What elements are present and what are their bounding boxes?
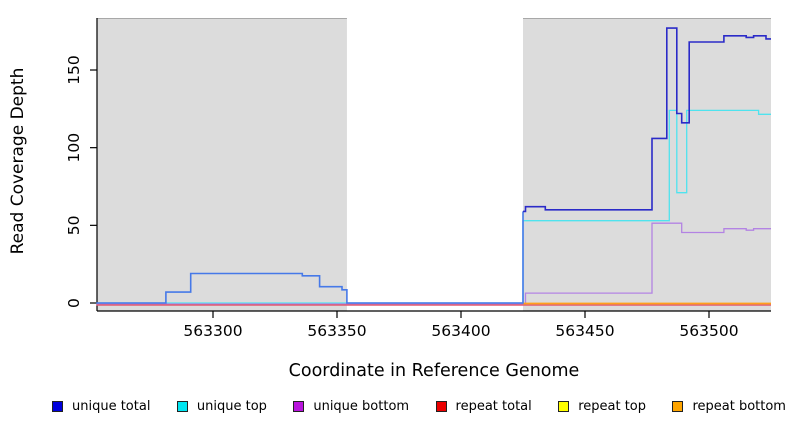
y-tick-label: 0 bbox=[65, 298, 83, 308]
series-unique-total bbox=[96, 211, 524, 304]
legend-swatch-unique-bottom bbox=[293, 401, 305, 412]
legend-item-unique-bottom: unique bottom bbox=[293, 399, 409, 414]
legend-item-unique-total: unique total bbox=[52, 399, 150, 414]
y-tick-label: 50 bbox=[65, 215, 83, 235]
legend-label: unique total bbox=[72, 399, 151, 414]
right-covered-region bbox=[523, 18, 771, 311]
legend-label: unique top bbox=[196, 399, 267, 414]
y-axis-title: Read Coverage Depth bbox=[8, 67, 28, 255]
x-axis-title: Coordinate in Reference Genome bbox=[288, 361, 580, 381]
coverage-plot-canvas: 563300 563350 563400 563450 563500 0 50 100 150 bbox=[65, 18, 771, 340]
legend-label: repeat top bbox=[578, 399, 646, 414]
legend-label: repeat bottom bbox=[692, 399, 786, 414]
legend-item-repeat-top: repeat top bbox=[558, 399, 646, 414]
legend-item-repeat-total: repeat total bbox=[435, 399, 532, 414]
series-unique-bottom bbox=[96, 222, 771, 305]
legend-swatch-repeat-total bbox=[435, 401, 447, 412]
legend-swatch-repeat-bottom bbox=[672, 401, 684, 412]
legend-swatch-repeat-top bbox=[558, 401, 570, 412]
series-unique-total bbox=[523, 27, 771, 213]
x-tick-label: 563300 bbox=[183, 322, 242, 340]
left-covered-region bbox=[96, 18, 347, 311]
x-tick-label: 563450 bbox=[555, 322, 614, 340]
x-tick-label: 563350 bbox=[307, 322, 366, 340]
legend-item-repeat-bottom: repeat bottom bbox=[672, 399, 786, 414]
y-tick-label: 150 bbox=[65, 55, 83, 85]
legend-swatch-unique-total bbox=[52, 401, 63, 412]
legend-item-unique-top: unique top bbox=[176, 399, 267, 414]
legend-swatch-unique-top bbox=[176, 401, 188, 412]
x-tick-label: 563400 bbox=[431, 322, 490, 340]
legend-label: unique bottom bbox=[313, 399, 410, 414]
x-tick-label: 563500 bbox=[679, 322, 738, 340]
legend: unique total unique top unique bottom repea… bbox=[52, 399, 786, 414]
y-tick-label: 100 bbox=[65, 133, 83, 163]
legend-label: repeat total bbox=[455, 399, 532, 414]
